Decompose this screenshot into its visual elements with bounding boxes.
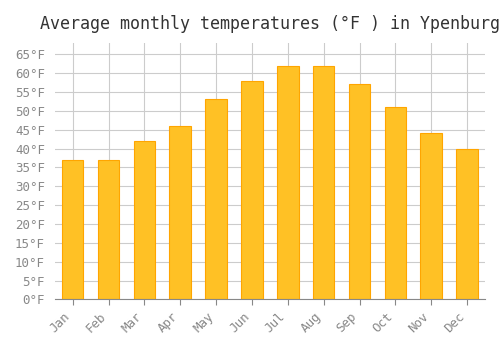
Bar: [420, 133, 442, 300]
Bar: [62, 160, 84, 300]
Bar: [313, 65, 334, 300]
Bar: [134, 141, 155, 300]
Bar: [277, 65, 298, 300]
Bar: [241, 80, 262, 300]
Bar: [384, 107, 406, 300]
Bar: [456, 148, 478, 300]
Bar: [170, 126, 191, 300]
Title: Average monthly temperatures (°F ) in Ypenburg: Average monthly temperatures (°F ) in Yp…: [40, 15, 500, 33]
Bar: [98, 160, 120, 300]
Bar: [348, 84, 370, 300]
Bar: [206, 99, 227, 300]
